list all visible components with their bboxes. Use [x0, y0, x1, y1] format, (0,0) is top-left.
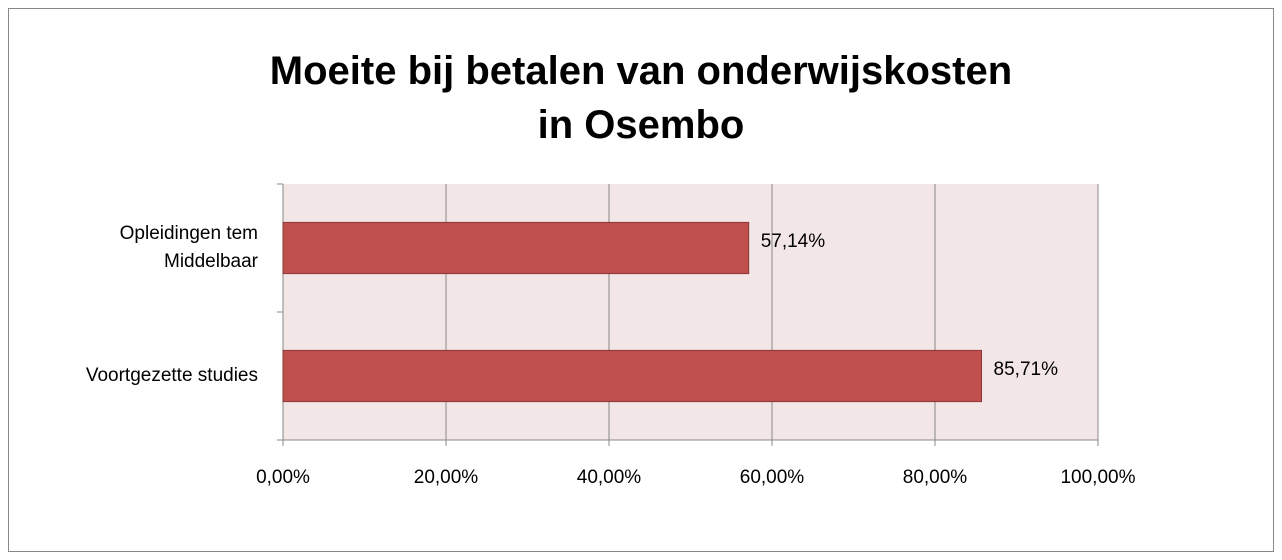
x-tick-label: 0,00%: [256, 467, 310, 488]
x-tick-label: 20,00%: [414, 467, 479, 488]
bar: [282, 221, 750, 275]
x-tick-label: 60,00%: [740, 467, 805, 488]
x-tick-label: 80,00%: [903, 467, 968, 488]
chart-title: Moeite bij betalen van onderwijskosten i…: [269, 49, 1013, 147]
value-label: 85,71%: [994, 359, 1059, 380]
bar: [282, 349, 983, 403]
y-tick-label: Opleidingen tem Middelbaar: [119, 223, 258, 272]
value-label: 57,14%: [761, 231, 826, 252]
y-tick-label: Voortgezette studies: [85, 365, 258, 386]
x-tick-label: 100,00%: [1060, 467, 1135, 488]
x-tick-label: 40,00%: [577, 467, 642, 488]
